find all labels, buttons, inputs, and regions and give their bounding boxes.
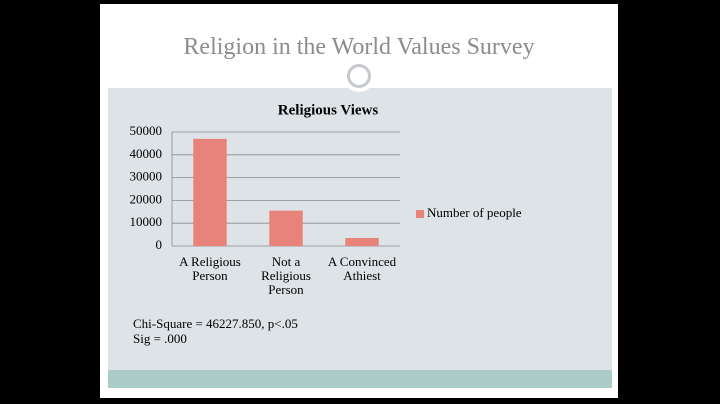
y-tick-label: 0 — [156, 237, 163, 252]
y-tick-label: 30000 — [130, 169, 163, 184]
y-tick-label: 20000 — [130, 191, 163, 206]
y-tick-label: 10000 — [130, 214, 163, 229]
content-panel — [108, 88, 612, 370]
slide-title: Religion in the World Values Survey — [183, 34, 535, 60]
bar — [345, 238, 379, 246]
ornament — [347, 64, 371, 88]
x-tick-label: A Religious Person — [179, 254, 241, 283]
note: Chi-Square = 46227.850, p<.05 — [133, 316, 298, 331]
slide: Religion in the World Values Survey — [100, 4, 618, 398]
legend-swatch — [416, 210, 424, 218]
note: Sig = .000 — [133, 331, 187, 346]
bar — [193, 138, 227, 246]
x-tick-label: Not a Religious Person — [261, 254, 311, 297]
bar — [269, 210, 303, 246]
x-tick-label: A Convinced Athiest — [327, 254, 397, 283]
footer-strip — [108, 370, 612, 388]
y-tick-label: 40000 — [130, 146, 163, 161]
legend-label: Number of people — [427, 205, 522, 220]
chart-title: Religious Views — [278, 102, 379, 118]
y-tick-label: 50000 — [130, 123, 163, 138]
